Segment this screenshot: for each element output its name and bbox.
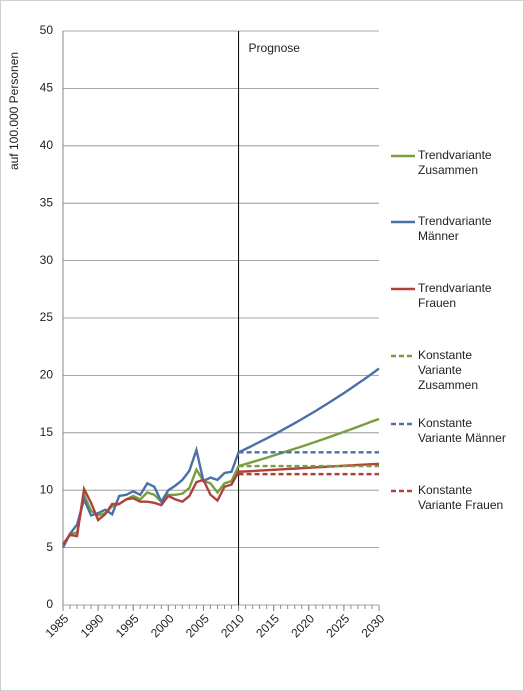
x-tick-label: 2015 — [253, 611, 282, 640]
legend-label: Konstante Variante Frauen — [418, 483, 504, 512]
x-tick-label: 2000 — [148, 611, 177, 640]
x-tick-label: 2025 — [323, 611, 352, 640]
legend-label: Trendvariante Zusammen — [418, 148, 492, 177]
x-tick-label: 1990 — [78, 611, 107, 640]
y-axis-label: auf 100.000 Personen — [7, 52, 21, 170]
y-tick-label: 50 — [40, 23, 54, 37]
y-tick-label: 25 — [40, 310, 54, 324]
y-tick-label: 10 — [40, 482, 54, 496]
legend-label: Konstante Variante Männer — [418, 416, 506, 445]
y-tick-label: 0 — [46, 597, 53, 611]
y-tick-label: 20 — [40, 368, 54, 382]
y-tick-label: 40 — [40, 138, 54, 152]
y-tick-label: 35 — [40, 195, 54, 209]
x-tick-label: 2005 — [183, 611, 212, 640]
y-tick-label: 5 — [46, 540, 53, 554]
x-tick-label: 2010 — [218, 611, 247, 640]
series-line — [61, 367, 380, 549]
series-line — [62, 462, 380, 545]
annotation: Prognose — [249, 41, 301, 55]
legend-label: Trendvariante Frauen — [418, 281, 492, 310]
y-tick-label: 30 — [40, 253, 54, 267]
y-tick-label: 45 — [40, 81, 54, 95]
series-line — [61, 417, 380, 546]
x-tick-label: 1985 — [43, 611, 72, 640]
legend-label: Trendvariante Männer — [418, 214, 492, 243]
x-tick-label: 1995 — [113, 611, 142, 640]
y-tick-label: 15 — [40, 425, 54, 439]
x-tick-label: 2030 — [359, 611, 388, 640]
legend-label: Konstante Variante Zusammen — [418, 348, 479, 392]
x-tick-label: 2020 — [288, 611, 317, 640]
